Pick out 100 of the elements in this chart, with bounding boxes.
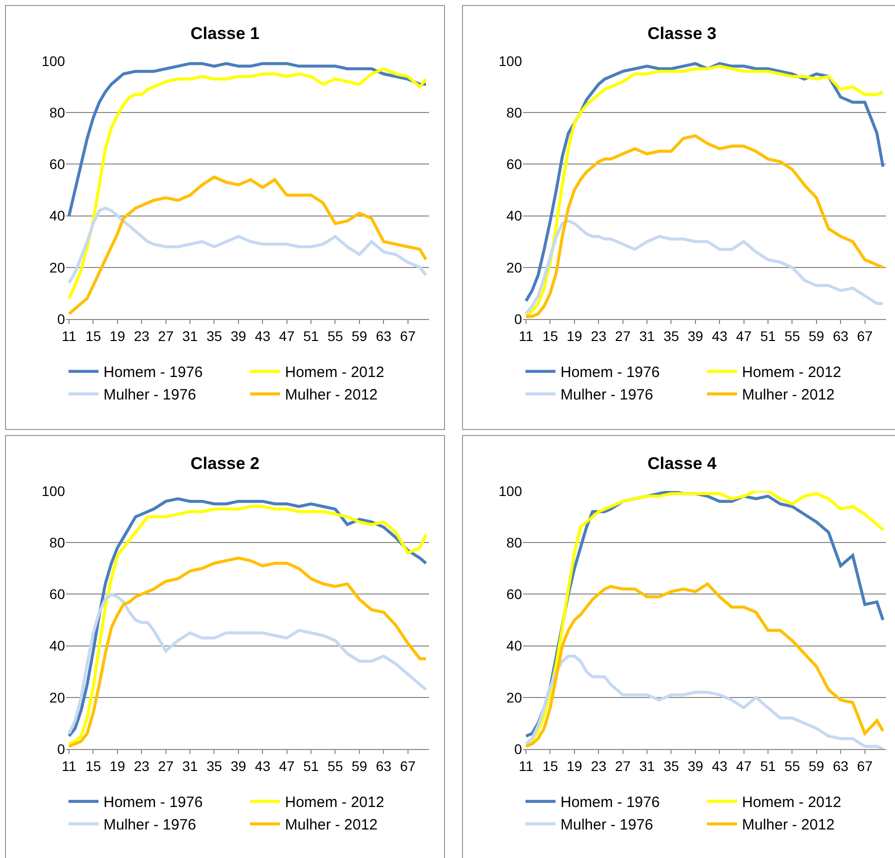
legend-label: Homem - 1976 [560, 794, 660, 812]
legend-label: Homem - 1976 [560, 364, 660, 382]
x-tick-label: 51 [303, 758, 320, 774]
y-tick-label: 40 [49, 638, 66, 654]
x-tick-label: 55 [327, 328, 344, 344]
y-tick-label: 60 [49, 586, 66, 602]
chart-title: Classe 3 [648, 24, 716, 44]
x-tick-label: 59 [808, 758, 824, 774]
x-tick-label: 31 [639, 758, 656, 774]
y-tick-label: 80 [49, 104, 66, 120]
x-tick-label: 27 [615, 758, 631, 774]
x-tick-label: 27 [158, 328, 174, 344]
x-tick-label: 23 [590, 328, 607, 344]
y-tick-label: 40 [506, 638, 522, 654]
x-tick-label: 39 [688, 328, 704, 344]
x-tick-label: 55 [327, 758, 344, 774]
line-series [524, 219, 884, 316]
x-tick-label: 59 [352, 758, 368, 774]
y-tick-label: 100 [498, 482, 522, 499]
x-tick-label: 67 [857, 328, 873, 344]
x-tick-label: 35 [663, 758, 680, 774]
x-tick-label: 39 [230, 758, 246, 774]
x-tick-label: 35 [206, 758, 222, 774]
x-tick-label: 43 [712, 328, 728, 344]
legend-label: Homem - 1976 [104, 364, 203, 382]
x-tick-label: 35 [206, 328, 222, 344]
x-tick-label: 19 [566, 328, 582, 344]
legend-label: Mulher - 1976 [104, 816, 196, 834]
x-tick-label: 39 [688, 758, 704, 774]
line-series [68, 62, 428, 218]
line-series [68, 176, 428, 316]
line-series [68, 592, 428, 736]
legend-label: Homem - 1976 [104, 794, 203, 812]
x-tick-label: 31 [182, 328, 198, 344]
x-tick-label: 11 [518, 328, 534, 344]
y-tick-label: 0 [514, 740, 522, 757]
y-tick-label: 60 [506, 156, 522, 172]
chart-title: Classe 1 [190, 24, 260, 44]
y-tick-label: 0 [514, 310, 522, 327]
x-tick-label: 23 [590, 758, 607, 774]
legend-label: Mulher - 2012 [285, 386, 378, 404]
legend-label: Homem - 2012 [742, 364, 842, 382]
x-tick-label: 63 [832, 758, 849, 774]
x-tick-label: 27 [615, 328, 631, 344]
x-tick-label: 55 [784, 328, 800, 344]
y-tick-label: 100 [42, 482, 66, 499]
x-tick-label: 19 [110, 328, 126, 344]
x-tick-label: 51 [303, 328, 320, 344]
line-series [524, 654, 884, 749]
legend-label: Mulher - 1976 [560, 816, 654, 834]
line-series [524, 134, 884, 318]
x-tick-label: 51 [760, 758, 776, 774]
legend-label: Mulher - 2012 [742, 386, 835, 404]
x-tick-label: 11 [62, 758, 76, 774]
y-tick-label: 100 [42, 52, 66, 69]
x-tick-label: 63 [376, 328, 392, 344]
x-tick-label: 15 [85, 328, 102, 344]
x-tick-label: 43 [254, 328, 271, 344]
x-tick-label: 39 [230, 328, 246, 344]
x-tick-label: 43 [712, 758, 728, 774]
x-tick-label: 59 [808, 328, 824, 344]
x-tick-label: 67 [857, 758, 873, 774]
y-tick-label: 0 [57, 310, 66, 327]
x-tick-label: 67 [400, 328, 416, 344]
y-tick-label: 60 [49, 156, 66, 172]
x-tick-label: 35 [663, 328, 680, 344]
legend-label: Mulher - 1976 [560, 386, 654, 404]
x-tick-label: 55 [784, 758, 800, 774]
x-tick-label: 19 [566, 758, 582, 774]
y-tick-label: 100 [498, 52, 522, 69]
x-tick-label: 15 [85, 758, 102, 774]
legend-label: Homem - 2012 [285, 794, 384, 812]
y-tick-label: 80 [506, 104, 522, 120]
y-tick-label: 20 [506, 689, 522, 706]
x-tick-label: 11 [518, 758, 534, 774]
y-tick-label: 20 [49, 259, 66, 276]
x-tick-label: 15 [542, 328, 558, 344]
x-tick-label: 27 [158, 758, 174, 774]
chart-title: Classe 2 [190, 454, 260, 474]
y-tick-label: 0 [57, 740, 66, 757]
x-tick-label: 67 [400, 758, 416, 774]
line-series [68, 206, 428, 284]
legend-label: Mulher - 1976 [104, 386, 196, 404]
legend-label: Mulher - 2012 [285, 816, 378, 834]
x-tick-label: 47 [279, 758, 295, 774]
x-tick-label: 43 [254, 758, 271, 774]
y-tick-label: 20 [49, 689, 66, 706]
line-series [68, 556, 428, 748]
y-tick-label: 80 [506, 534, 522, 550]
line-series [524, 582, 884, 748]
x-tick-label: 63 [376, 758, 392, 774]
x-tick-label: 47 [736, 328, 752, 344]
legend-label: Homem - 2012 [285, 364, 384, 382]
y-tick-label: 40 [506, 208, 522, 224]
y-tick-label: 20 [506, 259, 522, 276]
y-tick-label: 80 [49, 534, 66, 550]
x-tick-label: 23 [134, 758, 150, 774]
x-tick-label: 11 [62, 328, 76, 344]
x-tick-label: 63 [832, 328, 849, 344]
x-tick-label: 23 [134, 328, 150, 344]
